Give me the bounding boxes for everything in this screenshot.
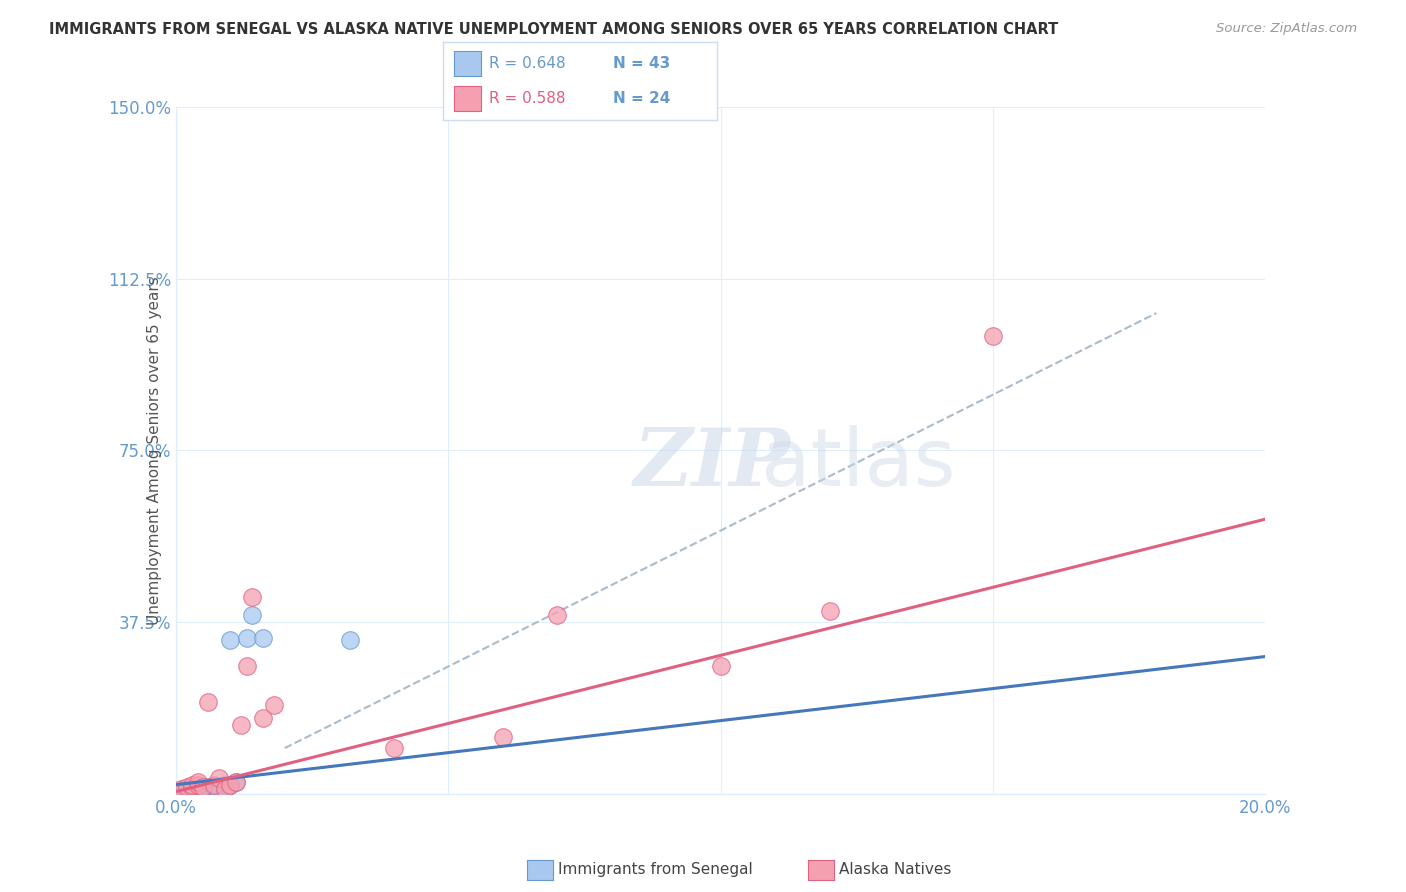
Point — [981, 329, 1004, 343]
Text: atlas: atlas — [633, 425, 956, 503]
Point — [202, 780, 225, 794]
Point — [169, 784, 191, 798]
Point — [710, 658, 733, 673]
Bar — [454, 51, 481, 76]
Point — [186, 775, 209, 789]
Point — [172, 784, 194, 798]
Text: ZIP: ZIP — [633, 425, 790, 503]
Point — [173, 784, 195, 798]
Point — [170, 782, 193, 797]
Point — [240, 608, 263, 623]
Point — [181, 784, 204, 798]
Bar — [454, 86, 481, 111]
Point — [176, 783, 198, 797]
Point — [173, 784, 195, 798]
Point — [181, 784, 204, 798]
Text: R = 0.588: R = 0.588 — [489, 91, 567, 106]
Point — [197, 695, 219, 709]
Point — [181, 782, 204, 797]
Point — [186, 782, 209, 797]
Text: N = 43: N = 43 — [613, 55, 671, 70]
Point — [191, 780, 214, 794]
Point — [546, 608, 568, 623]
Point — [181, 784, 204, 798]
Point — [214, 782, 236, 797]
Point — [382, 741, 405, 756]
Point — [191, 782, 214, 797]
Point — [219, 778, 242, 792]
Point — [235, 658, 257, 673]
Point — [170, 783, 193, 797]
Point — [240, 590, 263, 604]
Point — [263, 698, 285, 712]
Point — [219, 633, 242, 648]
Point — [176, 780, 198, 794]
Point — [176, 782, 198, 797]
Point — [167, 784, 190, 798]
Point — [170, 784, 193, 798]
Point — [208, 771, 231, 785]
Text: Alaska Natives: Alaska Natives — [839, 863, 952, 877]
Point — [339, 633, 361, 648]
Point — [169, 784, 191, 798]
Point — [170, 784, 193, 798]
Y-axis label: Unemployment Among Seniors over 65 years: Unemployment Among Seniors over 65 years — [146, 277, 162, 624]
Point — [181, 780, 204, 794]
Point — [225, 775, 247, 789]
Point — [252, 711, 274, 725]
Point — [172, 784, 194, 798]
Point — [197, 780, 219, 794]
Point — [202, 782, 225, 797]
Point — [186, 784, 209, 798]
Point — [191, 782, 214, 797]
Point — [179, 784, 201, 798]
Text: IMMIGRANTS FROM SENEGAL VS ALASKA NATIVE UNEMPLOYMENT AMONG SENIORS OVER 65 YEAR: IMMIGRANTS FROM SENEGAL VS ALASKA NATIVE… — [49, 22, 1059, 37]
Point — [214, 778, 236, 792]
Point — [197, 782, 219, 797]
Point — [492, 730, 515, 744]
Point — [225, 775, 247, 789]
Point — [181, 778, 204, 792]
Point — [186, 782, 209, 797]
Text: R = 0.648: R = 0.648 — [489, 55, 567, 70]
Point — [176, 784, 198, 798]
Point — [818, 604, 841, 618]
Point — [186, 780, 209, 794]
Point — [186, 778, 209, 792]
Point — [252, 631, 274, 645]
Text: Source: ZipAtlas.com: Source: ZipAtlas.com — [1216, 22, 1357, 36]
Point — [219, 778, 242, 792]
Point — [205, 782, 228, 797]
Point — [202, 778, 225, 792]
Point — [197, 782, 219, 797]
Point — [176, 784, 198, 798]
Point — [191, 780, 214, 794]
Point — [214, 782, 236, 797]
Point — [208, 780, 231, 794]
Point — [231, 718, 253, 732]
Point — [235, 631, 257, 645]
Point — [176, 784, 198, 798]
Text: N = 24: N = 24 — [613, 91, 671, 106]
Text: Immigrants from Senegal: Immigrants from Senegal — [558, 863, 754, 877]
